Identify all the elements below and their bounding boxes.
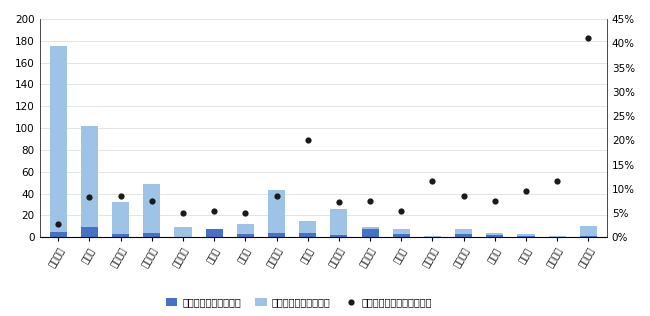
从量消费税负占比（右轴） — [211, 209, 218, 212]
从量消费税负占比（右轴） — [553, 179, 561, 183]
从量消费税负占比（右轴） — [117, 194, 125, 198]
Bar — [237, 234, 254, 237]
Bar — [486, 235, 503, 237]
Bar — [237, 224, 254, 237]
从量消费税负占比（右轴） — [491, 199, 499, 203]
从量消费税负占比（右轴） — [397, 209, 405, 212]
Bar — [517, 234, 534, 237]
Bar — [361, 228, 379, 237]
Bar — [299, 233, 317, 237]
Bar — [393, 228, 410, 237]
Bar — [486, 233, 503, 237]
Legend: 从量消费税负（亿元）, 从价消费税负（亿元）, 从量消费税负占比（右轴）: 从量消费税负（亿元）, 从价消费税负（亿元）, 从量消费税负占比（右轴） — [162, 293, 436, 311]
Bar — [580, 226, 597, 237]
从量消费税负占比（右轴） — [272, 194, 280, 198]
Bar — [361, 228, 379, 237]
Bar — [81, 126, 98, 237]
Bar — [174, 228, 192, 237]
Bar — [143, 233, 161, 237]
从量消费税负占比（右轴） — [460, 194, 467, 198]
Bar — [393, 234, 410, 237]
Bar — [50, 46, 67, 237]
Bar — [455, 228, 472, 237]
从量消费税负占比（右轴） — [55, 222, 62, 226]
Bar — [81, 228, 98, 237]
从量消费税负占比（右轴） — [148, 199, 156, 203]
Bar — [330, 209, 348, 237]
Bar — [50, 232, 67, 237]
Bar — [268, 190, 285, 237]
Bar — [549, 236, 566, 237]
Line: 从量消费税负占比（右轴）: 从量消费税负占比（右轴） — [55, 35, 592, 227]
Bar — [205, 230, 223, 237]
Bar — [268, 233, 285, 237]
从量消费税负占比（右轴） — [86, 196, 94, 199]
Bar — [112, 202, 129, 237]
Bar — [424, 236, 441, 237]
从量消费税负占比（右轴） — [179, 211, 187, 215]
Bar — [143, 184, 161, 237]
Bar — [330, 235, 348, 237]
Bar — [112, 234, 129, 237]
从量消费税负占比（右轴） — [428, 179, 436, 183]
Bar — [580, 236, 597, 237]
从量消费税负占比（右轴） — [241, 211, 249, 215]
Bar — [517, 236, 534, 237]
从量消费税负占比（右轴） — [335, 200, 343, 204]
Bar — [299, 221, 317, 237]
从量消费税负占比（右轴） — [522, 189, 530, 193]
从量消费税负占比（右轴） — [584, 37, 592, 40]
Bar — [455, 234, 472, 237]
从量消费税负占比（右轴） — [366, 199, 374, 203]
从量消费税负占比（右轴） — [304, 138, 311, 142]
Bar — [205, 228, 223, 237]
